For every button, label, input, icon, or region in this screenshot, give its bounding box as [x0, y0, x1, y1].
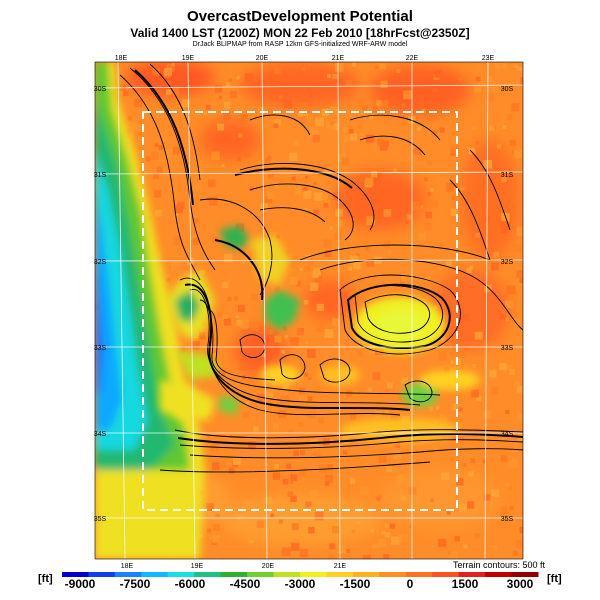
lon-label-top: 18E	[115, 55, 128, 62]
colorbar-tick-label: -1500	[339, 577, 371, 591]
colorbar-swatch	[379, 572, 407, 577]
colorbar-tick-label: 0	[406, 577, 414, 591]
major-terrain-contours	[134, 69, 523, 445]
lat-label-right: 35S	[501, 516, 514, 523]
lon-label-bottom: 20E	[262, 563, 275, 570]
colorbar-tick-label: -7500	[119, 577, 151, 591]
low-value-region	[95, 62, 205, 559]
lon-label-bottom: 18E	[121, 563, 134, 570]
colorbar-swatch	[141, 572, 169, 577]
colorbar-swatch	[273, 572, 301, 577]
colorbar-tick-label: -9000	[64, 577, 96, 591]
lat-label-right: 30S	[501, 86, 514, 93]
lat-label-left: 35S	[94, 516, 107, 523]
colorbar-swatch	[458, 572, 486, 577]
colorbar-swatch	[300, 572, 327, 577]
lat-label-left: 33S	[94, 345, 107, 352]
lat-label-right: 32S	[501, 259, 514, 266]
lat-label-left: 31S	[94, 172, 107, 179]
lon-label-top: 20E	[256, 55, 269, 62]
lat-label-left: 32S	[94, 259, 107, 266]
colorbar-swatch	[167, 572, 195, 577]
colorbar-tick-label: 1500	[451, 577, 479, 591]
valid-time-subtitle: Valid 1400 LST (1200Z) MON 22 Feb 2010 […	[130, 26, 470, 40]
lat-label-right: 34S	[501, 431, 514, 438]
lat-label-right: 31S	[501, 172, 514, 179]
colorbar-swatch	[114, 572, 142, 577]
colorbar-swatch	[88, 572, 116, 577]
colorbar-unit-right: [ft]	[547, 573, 562, 585]
colorbar-swatch	[247, 572, 275, 577]
colorbar-swatch	[432, 572, 460, 577]
colorbar-swatch	[194, 572, 222, 577]
lon-label-bottom: 21E	[334, 563, 347, 570]
terrain-contour-note: Terrain contours: 500 ft	[452, 560, 545, 570]
grid-labels: 18E 19E 20E 21E 22E 23E 18E 19E 20E 21E …	[94, 55, 514, 570]
colorbar-swatch	[511, 572, 539, 577]
lon-label-top: 19E	[182, 55, 195, 62]
colorbar-swatch	[352, 572, 380, 577]
colorbar-swatch	[62, 572, 89, 577]
lon-label-top: 22E	[406, 55, 419, 62]
lat-label-left: 30S	[94, 86, 107, 93]
lon-label-top: 21E	[332, 55, 345, 62]
colorbar-swatch	[485, 572, 513, 577]
lon-label-top: 23E	[482, 55, 495, 62]
lon-label-bottom: 19E	[191, 563, 204, 570]
colorbar-swatch	[326, 572, 354, 577]
graticule	[95, 62, 523, 559]
model-credit: DrJack BLIPMAP from RASP 12km GFS-initia…	[192, 41, 408, 48]
inner-domain-boundary	[142, 111, 458, 511]
colorbar-tick-label: -3000	[284, 577, 316, 591]
colorbar	[62, 572, 539, 577]
chart-title: OvercastDevelopment Potential	[187, 8, 413, 25]
colorbar-tick-label: -6000	[174, 577, 206, 591]
map-frame	[94, 61, 524, 560]
colorbar-tick-label: -4500	[229, 577, 261, 591]
colorbar-swatch	[220, 572, 248, 577]
colorbar-swatch	[405, 572, 433, 577]
lat-label-left: 34S	[94, 431, 107, 438]
colorbar-unit-left: [ft]	[38, 573, 53, 585]
lat-label-right: 33S	[501, 345, 514, 352]
colorbar-tick-label: 3000	[506, 577, 534, 591]
